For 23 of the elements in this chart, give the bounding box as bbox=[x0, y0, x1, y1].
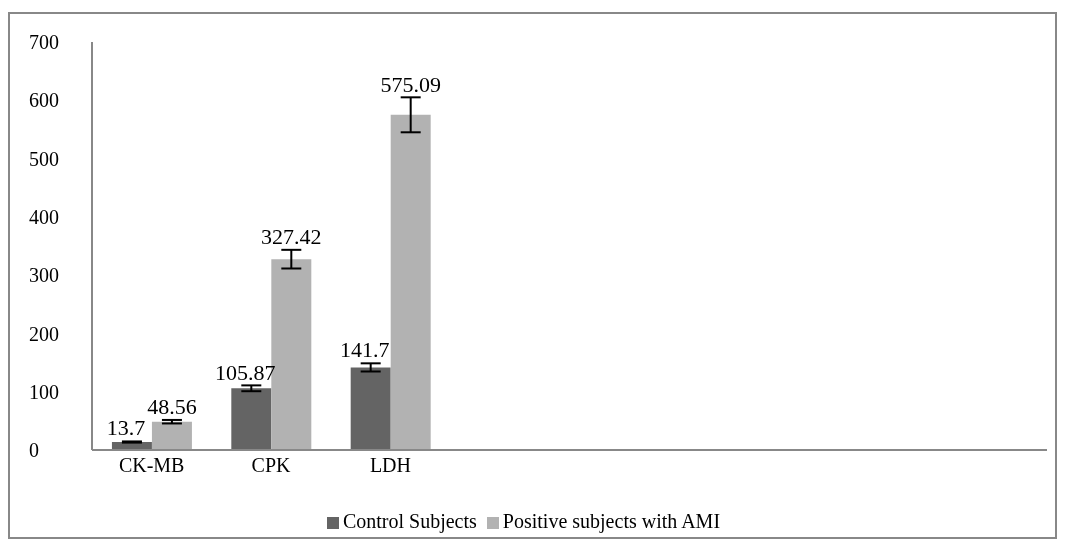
x-tick-label: CK-MB bbox=[118, 454, 185, 477]
legend-label: Positive subjects with AMI bbox=[502, 510, 721, 532]
data-label: 48.56 bbox=[147, 394, 197, 420]
bar bbox=[231, 388, 272, 450]
y-tick-label: 0 bbox=[29, 439, 39, 462]
y-tick-label: 200 bbox=[29, 322, 59, 345]
data-label: 575.09 bbox=[380, 72, 441, 98]
x-tick-label: LDH bbox=[369, 454, 411, 477]
data-label: 13.7 bbox=[106, 415, 146, 441]
bar bbox=[390, 114, 431, 450]
y-tick-label: 700 bbox=[29, 31, 59, 54]
data-label: 105.87 bbox=[215, 359, 276, 385]
bar bbox=[151, 421, 192, 450]
data-label: 327.42 bbox=[261, 224, 322, 250]
x-tick-label: CPK bbox=[251, 454, 292, 477]
y-tick-label: 400 bbox=[29, 205, 59, 228]
y-tick-label: 600 bbox=[29, 89, 59, 112]
bar bbox=[350, 367, 391, 450]
y-tick-label: 100 bbox=[29, 380, 59, 403]
legend-label: Control Subjects bbox=[342, 510, 477, 532]
y-tick-label: 500 bbox=[29, 147, 59, 170]
data-label: 141.7 bbox=[339, 337, 390, 363]
y-tick-label: 300 bbox=[29, 264, 59, 287]
